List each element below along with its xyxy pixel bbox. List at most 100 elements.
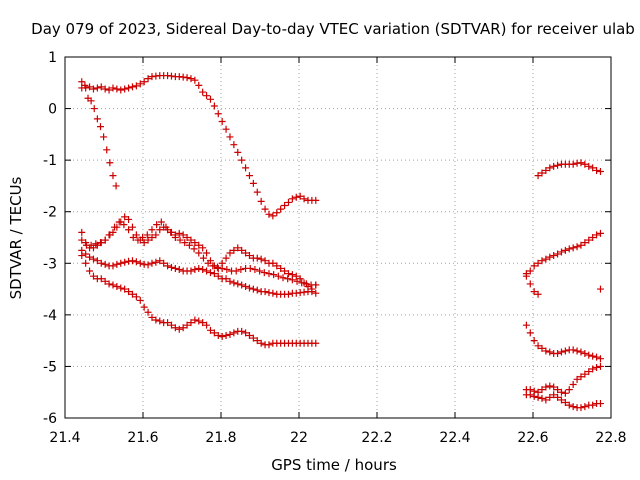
data-point bbox=[238, 327, 246, 335]
data-point bbox=[175, 265, 183, 273]
data-point bbox=[226, 277, 234, 285]
data-point bbox=[234, 280, 242, 288]
data-point bbox=[232, 267, 240, 275]
data-point bbox=[195, 264, 203, 272]
data-point bbox=[577, 348, 585, 356]
data-point bbox=[136, 259, 144, 267]
data-point bbox=[581, 160, 589, 168]
data-point bbox=[542, 396, 550, 404]
data-point bbox=[534, 259, 542, 267]
data-point bbox=[542, 347, 550, 355]
series-sat-k bbox=[522, 321, 604, 363]
data-point bbox=[265, 270, 273, 278]
data-point bbox=[530, 288, 538, 296]
x-axis-label: GPS time / hours bbox=[271, 456, 397, 474]
data-point bbox=[589, 234, 597, 241]
data-point bbox=[125, 288, 133, 296]
data-point bbox=[206, 269, 214, 277]
data-point bbox=[86, 267, 94, 275]
data-point bbox=[112, 182, 120, 190]
data-point bbox=[569, 403, 577, 411]
data-point bbox=[534, 393, 542, 401]
data-point bbox=[596, 229, 604, 237]
data-point bbox=[577, 373, 585, 381]
data-point bbox=[93, 115, 101, 123]
data-point bbox=[89, 272, 97, 280]
data-point bbox=[195, 317, 203, 325]
data-point bbox=[171, 234, 179, 241]
data-point bbox=[140, 78, 148, 86]
data-point bbox=[101, 85, 109, 93]
data-point bbox=[199, 319, 207, 327]
data-point bbox=[206, 326, 214, 334]
data-point bbox=[585, 162, 593, 170]
data-point bbox=[203, 267, 211, 275]
data-point bbox=[226, 330, 234, 338]
data-point bbox=[581, 239, 589, 247]
data-point bbox=[242, 329, 250, 337]
y-tick-label: -6 bbox=[43, 411, 57, 427]
data-point bbox=[167, 321, 175, 329]
data-point bbox=[89, 255, 97, 263]
data-point bbox=[97, 83, 105, 91]
y-tick-label: -1 bbox=[43, 153, 57, 169]
data-point bbox=[274, 272, 282, 280]
data-point bbox=[589, 365, 597, 373]
data-point bbox=[105, 280, 113, 288]
data-point bbox=[256, 267, 264, 275]
data-point bbox=[534, 290, 542, 298]
data-point bbox=[577, 404, 585, 412]
x-tick-label: 21.8 bbox=[205, 430, 236, 446]
data-point bbox=[204, 259, 212, 267]
data-point bbox=[153, 221, 161, 229]
data-point bbox=[144, 308, 152, 316]
data-point bbox=[530, 337, 538, 345]
data-point bbox=[87, 241, 95, 249]
data-point bbox=[86, 83, 94, 91]
chart-title: Day 079 of 2023, Sidereal Day-to-day VTE… bbox=[31, 20, 635, 38]
data-point bbox=[546, 382, 554, 390]
data-point bbox=[117, 259, 125, 267]
data-point bbox=[261, 205, 269, 213]
data-point bbox=[565, 401, 573, 409]
data-point bbox=[195, 81, 203, 89]
y-tick-label: 0 bbox=[48, 102, 57, 118]
data-point bbox=[308, 288, 316, 296]
data-point bbox=[284, 275, 292, 283]
data-point bbox=[238, 281, 246, 289]
data-point bbox=[257, 197, 265, 205]
data-point bbox=[187, 75, 195, 83]
data-point bbox=[210, 329, 218, 337]
data-point bbox=[167, 263, 175, 271]
data-point bbox=[109, 84, 117, 92]
data-point bbox=[199, 254, 207, 262]
data-point bbox=[191, 239, 199, 247]
plot-frame bbox=[64, 56, 612, 419]
data-point bbox=[81, 81, 89, 89]
data-point bbox=[86, 253, 94, 261]
data-point bbox=[265, 210, 273, 218]
data-point bbox=[581, 370, 589, 378]
data-point bbox=[82, 250, 90, 258]
data-point bbox=[596, 362, 604, 370]
data-point bbox=[226, 249, 234, 257]
data-point bbox=[115, 218, 123, 226]
data-point bbox=[596, 167, 604, 175]
data-point bbox=[312, 339, 320, 347]
data-point bbox=[93, 84, 101, 92]
data-point bbox=[191, 265, 199, 273]
data-point bbox=[284, 198, 292, 206]
data-point bbox=[121, 258, 129, 266]
data-point bbox=[195, 249, 203, 257]
data-point bbox=[121, 285, 129, 293]
data-point bbox=[222, 331, 230, 339]
data-point bbox=[585, 368, 593, 376]
data-point bbox=[565, 386, 573, 394]
data-point bbox=[265, 341, 273, 349]
data-point bbox=[242, 249, 250, 257]
data-point bbox=[546, 393, 554, 401]
data-point bbox=[593, 353, 601, 361]
data-point bbox=[546, 253, 554, 261]
data-point bbox=[245, 172, 253, 180]
data-point bbox=[101, 260, 109, 268]
